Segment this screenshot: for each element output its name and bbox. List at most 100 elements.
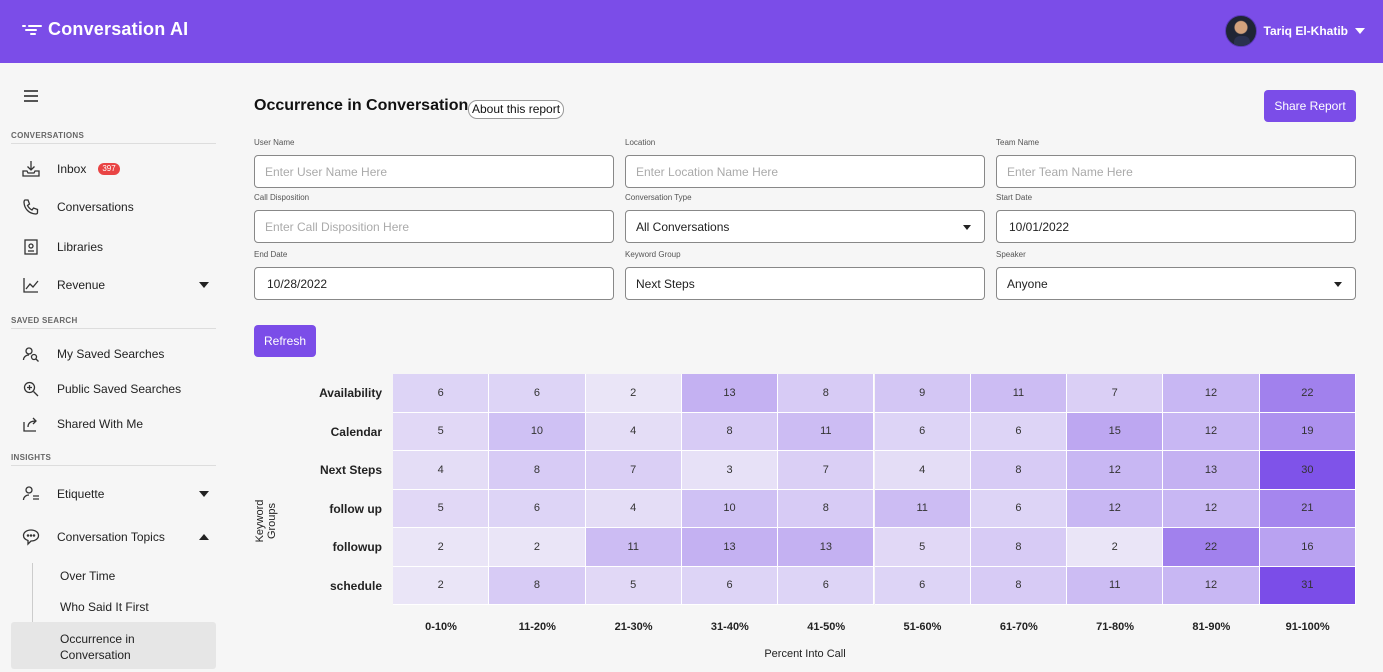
chevron-up-icon [199,534,209,540]
team-name-input[interactable]: Enter Team Name Here [996,155,1356,188]
sidebar-item-revenue[interactable]: Revenue [22,272,217,298]
heatmap-cell[interactable]: 6 [489,374,586,413]
user-name: Tariq El-Khatib [1263,24,1348,38]
heatmap-cell[interactable]: 11 [1067,566,1164,605]
heatmap-cell[interactable]: 19 [1259,412,1356,451]
heatmap-cell[interactable]: 6 [489,489,586,528]
heatmap-cell[interactable]: 2 [489,528,586,567]
menu-icon[interactable] [24,90,38,102]
heatmap-cell[interactable]: 7 [1067,374,1164,413]
sidebar-item-libraries[interactable]: Libraries [22,234,217,260]
heatmap-cell[interactable]: 21 [1259,489,1356,528]
heatmap-chart: 6 6 2 13 8 9 11 7 12 22 5 10 4 8 11 6 6 15 12 19 4 8 7 3 7 4 8 12 13… [393,374,1356,606]
heatmap-cell[interactable]: 8 [778,489,875,528]
sidebar-subitem-who-said-it-first[interactable]: Who Said It First [60,600,149,614]
heatmap-cell[interactable]: 11 [585,528,682,567]
keyword-group-input[interactable]: Next Steps [625,267,985,300]
heatmap-cell[interactable]: 5 [874,528,971,567]
heatmap-cell[interactable]: 31 [1259,566,1356,605]
sidebar-item-inbox[interactable]: Inbox 397 [22,156,217,182]
heatmap-cell[interactable]: 2 [393,528,490,567]
heatmap-row-label: Calendar [330,424,382,439]
heatmap-cell[interactable]: 6 [778,566,875,605]
heatmap-cell[interactable]: 15 [1067,412,1164,451]
heatmap-cell[interactable]: 12 [1163,489,1260,528]
chevron-down-icon [199,282,209,288]
heatmap-cell[interactable]: 2 [1067,528,1164,567]
sidebar-item-shared-with-me[interactable]: Shared With Me [22,411,217,437]
sidebar-item-my-saved-searches[interactable]: My Saved Searches [22,341,217,367]
heatmap-cell[interactable]: 8 [489,451,586,490]
heatmap-cell[interactable]: 6 [681,566,779,605]
heatmap-cell[interactable]: 8 [970,566,1068,605]
brand[interactable]: Conversation AI [22,19,188,40]
heatmap-cell[interactable]: 5 [393,489,490,528]
heatmap-cell[interactable]: 12 [1163,566,1260,605]
heatmap-cell[interactable]: 7 [778,451,875,490]
heatmap-cell[interactable]: 6 [874,412,971,451]
heatmap-cell[interactable]: 4 [874,451,971,490]
heatmap-cell[interactable]: 6 [393,374,490,413]
user-menu[interactable]: Tariq El-Khatib [1224,15,1365,47]
sidebar-item-conversation-topics[interactable]: Conversation Topics [22,524,217,550]
heatmap-cell[interactable]: 11 [874,489,971,528]
about-report-button[interactable]: About this report [468,100,565,119]
sidebar-item-etiquette[interactable]: Etiquette [22,481,217,507]
heatmap-column-label: 0-10% [425,621,457,633]
app-title: Conversation AI [48,19,189,39]
share-report-button[interactable]: Share Report [1264,90,1356,122]
heatmap-cell[interactable]: 10 [681,489,779,528]
sidebar-item-public-saved-searches[interactable]: Public Saved Searches [22,376,217,402]
heatmap-cell[interactable]: 7 [585,451,682,490]
heatmap-cell[interactable]: 5 [393,412,490,451]
sidebar-subitem-over-time[interactable]: Over Time [60,569,116,583]
refresh-button[interactable]: Refresh [254,325,316,357]
heatmap-cell[interactable]: 8 [489,566,586,605]
heatmap-cell[interactable]: 11 [778,412,875,451]
user-name-input[interactable]: Enter User Name Here [254,155,614,188]
heatmap-cell[interactable]: 13 [681,528,779,567]
heatmap-cell[interactable]: 6 [874,566,971,605]
heatmap-cell[interactable]: 8 [970,451,1068,490]
speaker-select[interactable]: Anyone [996,267,1356,300]
heatmap-cell[interactable]: 22 [1163,528,1260,567]
sidebar-item-label: Public Saved Searches [57,382,182,396]
heatmap-cell[interactable]: 12 [1067,451,1164,490]
heatmap-cell[interactable]: 6 [970,412,1068,451]
heatmap-cell[interactable]: 13 [1163,451,1260,490]
heatmap-cell[interactable]: 3 [681,451,779,490]
call-disposition-input[interactable]: Enter Call Disposition Here [254,210,614,243]
heatmap-cell[interactable]: 22 [1259,374,1356,413]
heatmap-cell[interactable]: 30 [1259,451,1356,490]
heatmap-cell[interactable]: 4 [585,412,682,451]
heatmap-cell[interactable]: 4 [585,489,682,528]
heatmap-cell[interactable]: 5 [585,566,682,605]
heatmap-cell[interactable]: 8 [681,412,779,451]
heatmap-cell[interactable]: 12 [1163,374,1260,413]
heatmap-cell[interactable]: 2 [393,566,490,605]
heatmap-cell[interactable]: 4 [393,451,490,490]
heatmap-cell[interactable]: 8 [778,374,875,413]
heatmap-cell[interactable]: 13 [778,528,875,567]
sidebar-subitem-occurrence[interactable]: Occurrence in Conversation [11,622,216,669]
heatmap-cell[interactable]: 12 [1163,412,1260,451]
heatmap-cell[interactable]: 12 [1067,489,1164,528]
user-search-icon [22,345,40,363]
start-date-input[interactable]: 10/01/2022 [996,210,1356,243]
sidebar-item-conversations[interactable]: Conversations [22,194,217,220]
heatmap-cell[interactable]: 13 [681,374,779,413]
user-list-icon [22,485,40,503]
heatmap-cell[interactable]: 8 [970,528,1068,567]
chat-bubble-icon [22,528,40,546]
end-date-input[interactable]: 10/28/2022 [254,267,614,300]
heatmap-cell[interactable]: 2 [585,374,682,413]
heatmap-cell[interactable]: 9 [874,374,971,413]
zoom-icon [22,380,40,398]
heatmap-cell[interactable]: 10 [489,412,586,451]
location-input[interactable]: Enter Location Name Here [625,155,985,188]
heatmap-cell[interactable]: 11 [970,374,1068,413]
heatmap-cell[interactable]: 16 [1259,528,1356,567]
conversation-type-select[interactable]: All Conversations [625,210,985,243]
location-label: Location [625,138,656,147]
heatmap-cell[interactable]: 6 [970,489,1068,528]
